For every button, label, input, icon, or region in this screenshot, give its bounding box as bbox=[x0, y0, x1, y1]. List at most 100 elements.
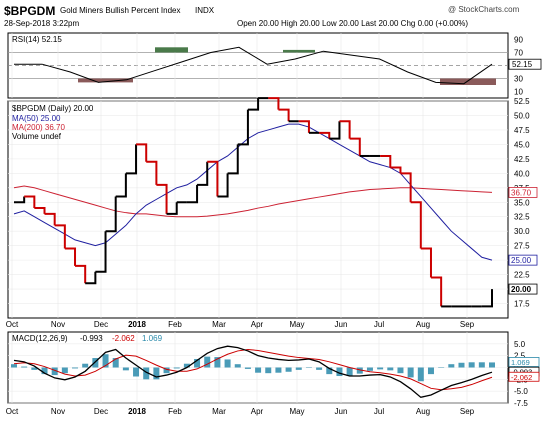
macd-hist-bar-35 bbox=[366, 367, 373, 371]
macd-hist-bar-10 bbox=[112, 358, 119, 368]
macd-hist-bar-6 bbox=[72, 367, 79, 369]
price-step-14 bbox=[146, 160, 158, 185]
price-month-2018: 2018 bbox=[128, 320, 146, 329]
macd-hist-bar-17 bbox=[183, 363, 190, 368]
price-step-18 bbox=[186, 184, 199, 204]
macd-hist-bar-45 bbox=[468, 362, 475, 368]
macd-hist-bar-25 bbox=[265, 367, 272, 374]
macd-hist-bar-5 bbox=[61, 367, 68, 374]
price-step-33 bbox=[339, 120, 351, 139]
price-month-Oct: Oct bbox=[6, 320, 19, 329]
macd-hist-bar-30 bbox=[316, 367, 323, 370]
rsi-overbought-fill-2 bbox=[283, 49, 315, 53]
price-step-11 bbox=[115, 173, 127, 198]
macd-hist-bar-0 bbox=[11, 364, 17, 368]
macd-month-Jul: Jul bbox=[374, 407, 384, 416]
rsi-frame bbox=[7, 32, 509, 99]
macd-hist-bar-22 bbox=[234, 364, 241, 368]
hist-value-legend: 1.069 bbox=[142, 334, 163, 343]
price-month-Dec: Dec bbox=[94, 320, 108, 329]
macd-hist-bar-1 bbox=[21, 366, 28, 368]
macd-title: MACD(12,26,9) bbox=[12, 334, 68, 343]
macd-hist-bar-47 bbox=[489, 362, 495, 368]
macd-hist-bar-9 bbox=[102, 354, 109, 368]
price-month-Sep: Sep bbox=[460, 320, 475, 329]
rsi-tick-90: 90 bbox=[514, 36, 523, 45]
macd-line bbox=[13, 345, 493, 399]
rsi-title: RSI(14) 52.15 bbox=[12, 35, 62, 44]
macd-month-Apr: Apr bbox=[251, 407, 264, 416]
price-tick-35.0: 35.0 bbox=[514, 198, 530, 207]
ma200-last-label-box bbox=[508, 187, 538, 198]
exchange-label: INDX bbox=[195, 6, 215, 15]
price-tick-50.0: 50.0 bbox=[514, 111, 530, 120]
price-step-31 bbox=[319, 131, 331, 139]
macd-month-Mar: Mar bbox=[212, 407, 226, 416]
macd-month-Nov: Nov bbox=[51, 407, 65, 416]
macd-hist-bar-27 bbox=[285, 367, 292, 372]
macd-hist-bar-46 bbox=[478, 362, 485, 368]
price-month-Aug: Aug bbox=[416, 320, 430, 329]
ma50-legend: MA(50) 25.00 bbox=[12, 114, 61, 123]
macd-hist-bar-23 bbox=[244, 367, 251, 369]
macd-tick-5.0: 5.0 bbox=[514, 340, 526, 349]
price-step-22 bbox=[227, 144, 239, 175]
macd-month-Aug: Aug bbox=[416, 407, 430, 416]
price-step-10 bbox=[105, 196, 117, 233]
macd-hist-bar-38 bbox=[397, 367, 404, 374]
price-month-Jul: Jul bbox=[374, 320, 384, 329]
price-tick-30.0: 30.0 bbox=[514, 227, 530, 236]
macd-hist-bar-28 bbox=[295, 367, 302, 370]
price-step-16 bbox=[166, 202, 178, 215]
rsi-tick-70: 70 bbox=[514, 49, 523, 58]
macd-hist-bar-14 bbox=[153, 367, 160, 380]
price-tick-27.5: 27.5 bbox=[514, 242, 530, 251]
price-title: $BPGDM (Daily) 20.00 bbox=[12, 104, 94, 113]
quote-line: Open 20.00 High 20.00 Low 20.00 Last 20.… bbox=[237, 19, 469, 28]
macd-hist-bar-21 bbox=[224, 359, 231, 368]
ma50-last-label: 25.00 bbox=[511, 256, 532, 265]
macd-hist-bar-7 bbox=[82, 363, 89, 368]
macd-month-Dec: Dec bbox=[94, 407, 108, 416]
rsi-oversold-fill-1 bbox=[78, 78, 133, 83]
price-step-19 bbox=[197, 161, 209, 186]
price-step-24 bbox=[247, 98, 260, 111]
hist-last-label-box bbox=[508, 357, 540, 367]
volume-legend: Volume undef bbox=[12, 132, 62, 141]
price-step-29 bbox=[298, 120, 310, 133]
price-step-42 bbox=[430, 276, 443, 307]
macd-hist-bar-43 bbox=[448, 364, 455, 368]
rsi-last-box bbox=[508, 58, 542, 70]
signal-last-label-box bbox=[508, 371, 540, 382]
price-step-41 bbox=[420, 247, 432, 278]
price-month-Nov: Nov bbox=[51, 320, 65, 329]
macd-month-Sep: Sep bbox=[460, 407, 475, 416]
macd-hist-bar-44 bbox=[458, 362, 465, 368]
macd-hist-bar-26 bbox=[275, 367, 282, 373]
macd-hist-bar-34 bbox=[356, 367, 363, 374]
price-step-39 bbox=[400, 172, 412, 203]
macd-hist-bar-33 bbox=[346, 367, 353, 377]
macd-month-May: May bbox=[289, 407, 304, 416]
macd-hist-bar-41 bbox=[427, 367, 434, 375]
macd-hist-bar-36 bbox=[377, 367, 384, 370]
price-step-20 bbox=[207, 160, 219, 197]
index-name: Gold Miners Bullish Percent Index bbox=[60, 6, 181, 15]
macd-month-2018: 2018 bbox=[128, 407, 146, 416]
price-tick-52.5: 52.5 bbox=[514, 97, 530, 106]
ma50-line bbox=[13, 123, 493, 261]
rsi-line bbox=[14, 46, 493, 85]
price-step-32 bbox=[329, 121, 341, 140]
macd-tick-2.5: 2.5 bbox=[514, 352, 526, 361]
macd-hist-bar-20 bbox=[214, 357, 221, 368]
price-step-8 bbox=[85, 271, 97, 285]
price-tick-42.5: 42.5 bbox=[514, 155, 530, 164]
macd-hist-bar-15 bbox=[163, 367, 170, 374]
macd-month-Oct: Oct bbox=[6, 407, 19, 416]
price-month-May: May bbox=[289, 320, 304, 329]
macd-hist-bar-16 bbox=[173, 367, 180, 369]
macd-hist-bar-31 bbox=[326, 367, 333, 375]
price-tick-17.5: 17.5 bbox=[514, 300, 530, 309]
rsi-last-label: 52.15 bbox=[512, 60, 533, 69]
